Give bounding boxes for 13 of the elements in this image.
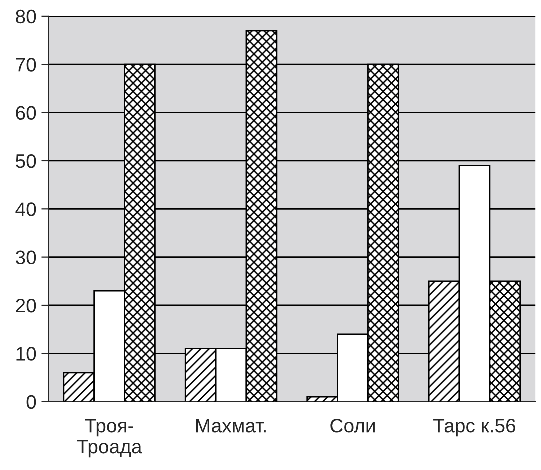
y-tick-label: 0 xyxy=(26,395,36,410)
x-tick-label: Троя- Троада xyxy=(77,419,142,458)
y-tick-label: 60 xyxy=(16,106,36,120)
x-tick-label: Соли xyxy=(330,419,375,433)
y-tick-label: 80 xyxy=(16,10,36,24)
y-tick-label: 30 xyxy=(16,250,36,265)
y-tick-label: 20 xyxy=(16,298,36,313)
y-tick-label: 70 xyxy=(16,58,36,72)
x-tick-label: Махмат. xyxy=(196,419,266,433)
x-tick-label: Тарс к.56 xyxy=(434,419,516,437)
y-tick-label: 50 xyxy=(16,154,36,168)
y-tick-label: 10 xyxy=(16,347,36,361)
y-tick-label: 40 xyxy=(16,202,36,216)
